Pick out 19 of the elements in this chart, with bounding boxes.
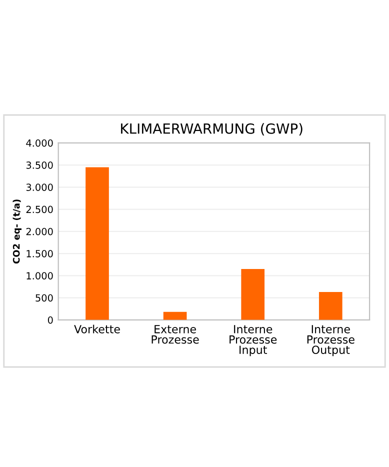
x-tick-label: Vorkette <box>74 324 120 334</box>
chart-title: KLIMAERWARMUNG (GWP) <box>121 123 302 136</box>
bar <box>318 292 342 320</box>
bar <box>163 312 187 320</box>
x-tick-label: Externe Prozesse <box>152 325 199 344</box>
bar <box>241 269 265 320</box>
bar <box>86 167 109 320</box>
x-tick-label: Interne Prozesse Output <box>307 325 354 356</box>
y-tick-label: 3.000 <box>26 184 53 191</box>
y-axis-title: CO2 eq- (t/a) <box>12 200 22 264</box>
y-tick-label: 500 <box>36 294 53 302</box>
y-tick-label: 0 <box>48 316 53 324</box>
y-tick-label: 3.500 <box>26 162 53 169</box>
y-tick-label: 2.000 <box>26 228 53 236</box>
y-tick-label: 1.500 <box>26 250 53 258</box>
x-tick-label: Interne Prozesse Input <box>230 325 277 356</box>
y-tick-label: 2.500 <box>26 206 53 214</box>
y-tick-label: 4.000 <box>26 139 53 147</box>
y-tick-label: 1.000 <box>26 272 53 280</box>
